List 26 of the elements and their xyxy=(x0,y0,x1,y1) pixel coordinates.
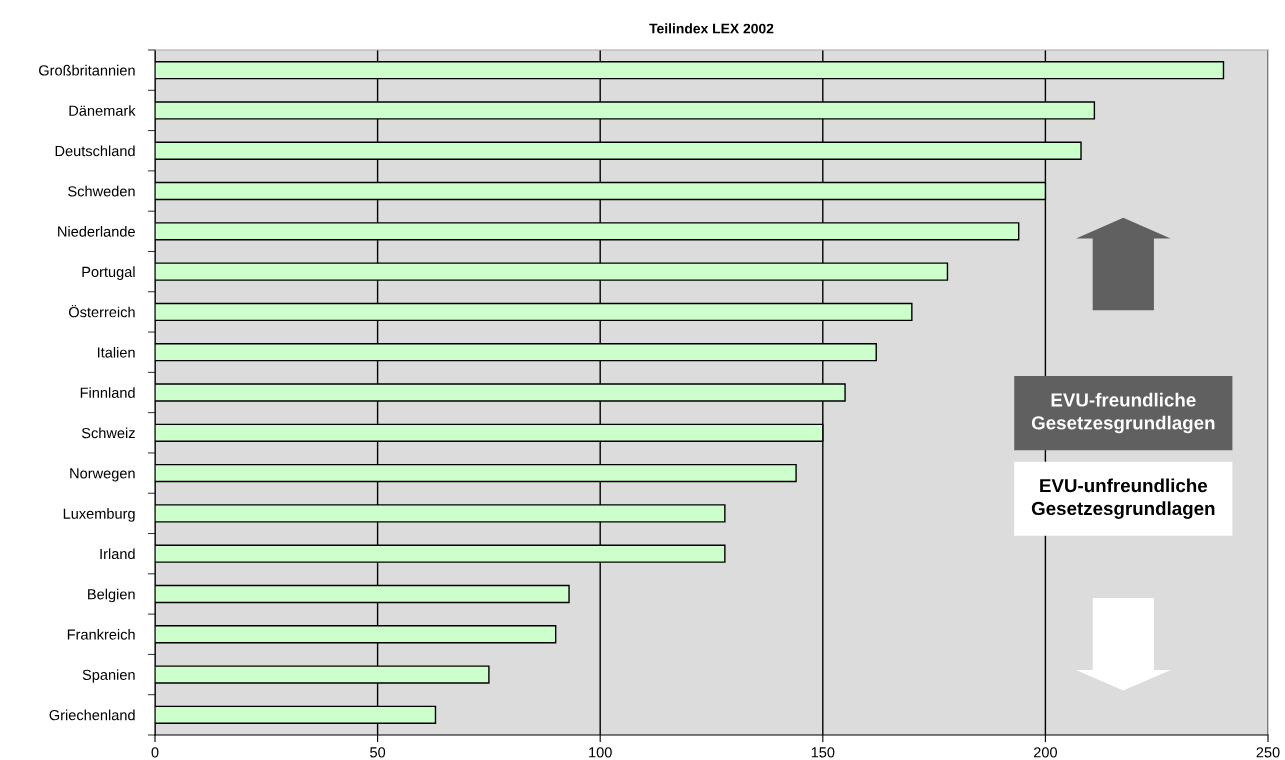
y-tick-label: Niederlande xyxy=(58,226,135,237)
y-tick-label: Dänemark xyxy=(69,105,136,116)
x-tick-label: 50 xyxy=(370,747,386,758)
y-tick-label: Luxemburg xyxy=(63,508,135,522)
y-tick-label: Irland xyxy=(100,548,135,560)
y-tick-label: Großbritannien xyxy=(39,64,135,76)
y-tick-label: Griechenland xyxy=(49,709,135,721)
x-tick-label: 150 xyxy=(811,747,835,758)
y-tick-label: Österreich xyxy=(68,304,135,318)
y-tick-label: Italien xyxy=(97,346,135,358)
y-tick-label: Portugal xyxy=(82,266,135,280)
x-tick-label: 100 xyxy=(589,747,612,758)
annotation: EVU-unfreundliche Gesetzesgrundlagen xyxy=(1031,478,1215,519)
y-tick-label: Spanien xyxy=(82,669,135,683)
chart-title: Teilindex LEX 2002 xyxy=(649,23,774,34)
y-tick-label: Finnland xyxy=(80,387,135,398)
y-tick-label: Schweiz xyxy=(81,427,135,439)
x-tick-label: 200 xyxy=(1033,747,1057,758)
y-tick-label: Belgien xyxy=(88,588,135,603)
y-tick-label: Deutschland xyxy=(55,145,135,157)
y-tick-label: Norwegen xyxy=(70,468,135,482)
y-tick-label: Frankreich xyxy=(67,628,135,640)
y-tick-label: Schweden xyxy=(68,185,135,197)
annotation: EVU-freundliche Gesetzesgrundlagen xyxy=(1031,392,1215,434)
x-tick-label: 250 xyxy=(1256,747,1280,758)
x-tick-label: 0 xyxy=(151,747,159,758)
